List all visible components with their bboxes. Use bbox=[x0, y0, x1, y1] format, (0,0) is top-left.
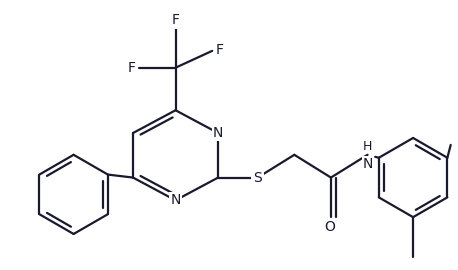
Text: N: N bbox=[170, 193, 181, 207]
Text: O: O bbox=[325, 220, 335, 234]
Text: F: F bbox=[172, 13, 180, 27]
Text: S: S bbox=[253, 171, 262, 185]
Text: N: N bbox=[213, 126, 224, 140]
Text: N: N bbox=[362, 157, 373, 171]
Text: F: F bbox=[128, 61, 136, 75]
Text: F: F bbox=[215, 43, 223, 57]
Text: H: H bbox=[363, 140, 372, 153]
